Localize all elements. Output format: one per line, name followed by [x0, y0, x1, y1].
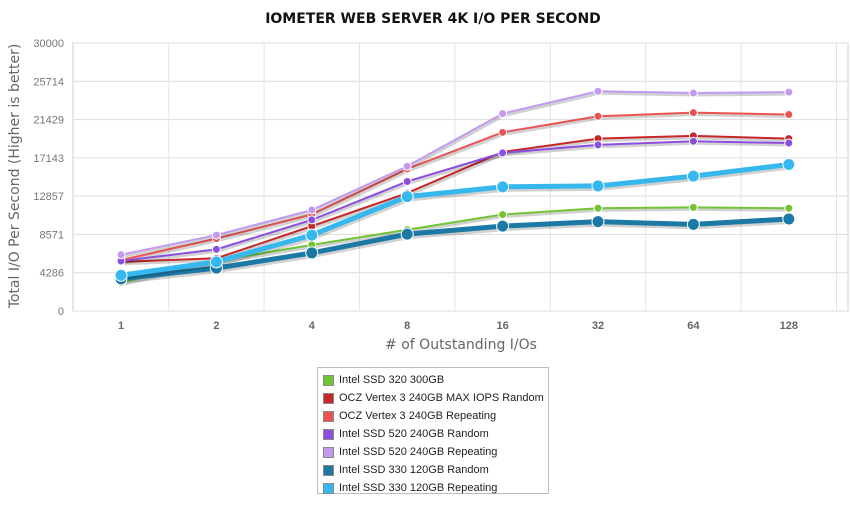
series-line [120, 216, 789, 282]
legend-label: Intel SSD 520 240GB Random [339, 428, 489, 440]
y-tick-label: 21429 [33, 115, 64, 127]
y-axis-ticks: 0 4286 8571 12857 17143 21429 25714 30000 [33, 38, 64, 318]
y-tick-label: 25714 [33, 76, 64, 88]
series-line-shadow [121, 91, 790, 259]
x-tick-label: 4 [309, 320, 316, 332]
data-point [591, 179, 605, 193]
legend-label: Intel SSD 330 120GB Repeating [339, 482, 498, 494]
legend-item: Intel SSD 520 240GB Random [318, 425, 548, 443]
series-line-shadow [121, 207, 790, 286]
data-point [591, 215, 605, 229]
data-point [211, 244, 221, 254]
chart-title: IOMETER WEB SERVER 4K I/O PER SECOND [265, 11, 601, 27]
data-point [784, 87, 794, 97]
data-point [688, 202, 698, 212]
legend-label: Intel SSD 320 300GB [339, 374, 445, 386]
data-point [784, 109, 794, 119]
data-point [498, 109, 508, 119]
x-tick-label: 16 [496, 320, 508, 332]
series-line-shadow [121, 113, 790, 264]
data-point [402, 161, 412, 171]
legend-swatch [323, 446, 334, 458]
legend-label: OCZ Vertex 3 240GB Repeating [339, 410, 497, 422]
series-line [120, 90, 789, 256]
data-point [209, 255, 223, 269]
x-tick-label: 1 [118, 320, 124, 332]
data-point [211, 230, 221, 240]
y-tick-label: 30000 [33, 38, 64, 50]
legend-item: OCZ Vertex 3 240GB MAX IOPS Random [318, 389, 548, 407]
x-axis-ticks: 1 2 4 8 16 32 64 128 [118, 320, 798, 332]
y-tick-label: 17143 [33, 153, 64, 165]
legend-swatch [323, 410, 334, 422]
legend-swatch [323, 374, 334, 386]
legend-item: Intel SSD 520 240GB Repeating [318, 443, 548, 461]
data-point [782, 157, 796, 171]
series-line [120, 134, 789, 263]
y-axis-label: Total I/O Per Second (Higher is better) [7, 44, 23, 310]
legend-label: Intel SSD 520 240GB Repeating [339, 446, 498, 458]
legend-item: Intel SSD 330 120GB Random [318, 461, 548, 479]
data-point [496, 219, 510, 233]
data-point [688, 136, 698, 146]
data-point [688, 108, 698, 118]
x-tick-label: 8 [404, 320, 410, 332]
data-point [782, 212, 796, 226]
data-point [400, 190, 414, 204]
series-lines [114, 86, 796, 287]
series-4 [116, 86, 794, 260]
legend-item: OCZ Vertex 3 240GB Repeating [318, 407, 548, 425]
data-point [402, 176, 412, 186]
data-point [688, 88, 698, 98]
legend-label: OCZ Vertex 3 240GB MAX IOPS Random [339, 392, 544, 404]
series-6 [114, 157, 796, 282]
y-tick-label: 0 [58, 306, 64, 318]
y-tick-label: 4286 [40, 268, 64, 280]
data-point [116, 250, 126, 260]
data-point [686, 169, 700, 183]
data-point [498, 127, 508, 137]
series-line [120, 140, 789, 262]
data-point [307, 215, 317, 225]
x-tick-label: 2 [213, 320, 219, 332]
series-line [120, 162, 790, 278]
data-point [496, 180, 510, 194]
y-tick-label: 12857 [33, 191, 64, 203]
data-point [400, 227, 414, 241]
legend-label: Intel SSD 330 120GB Random [339, 464, 489, 476]
data-point [593, 111, 603, 121]
series-3 [116, 136, 794, 266]
data-point [784, 138, 794, 148]
data-point [686, 217, 700, 231]
x-tick-label: 32 [592, 320, 604, 332]
data-point [307, 205, 317, 215]
x-tick-label: 128 [780, 320, 798, 332]
legend-swatch [323, 482, 334, 494]
data-point [593, 86, 603, 96]
data-point [498, 148, 508, 158]
data-point [498, 210, 508, 220]
data-point [593, 203, 603, 213]
x-tick-label: 64 [687, 320, 700, 332]
data-point [305, 246, 319, 260]
legend-item: Intel SSD 320 300GB [318, 371, 548, 389]
legend-swatch [323, 428, 334, 440]
data-point [114, 268, 128, 282]
data-point [784, 203, 794, 213]
x-axis-label: # of Outstanding I/Os [385, 337, 537, 353]
y-tick-label: 8571 [40, 229, 64, 241]
legend: Intel SSD 320 300GB OCZ Vertex 3 240GB MA… [317, 367, 549, 494]
data-point [305, 228, 319, 242]
series-line-shadow [121, 141, 790, 265]
legend-swatch [323, 464, 334, 476]
data-point [593, 140, 603, 150]
legend-swatch [323, 392, 334, 404]
series-line [120, 111, 789, 262]
legend-item: Intel SSD 330 120GB Repeating [318, 479, 548, 497]
